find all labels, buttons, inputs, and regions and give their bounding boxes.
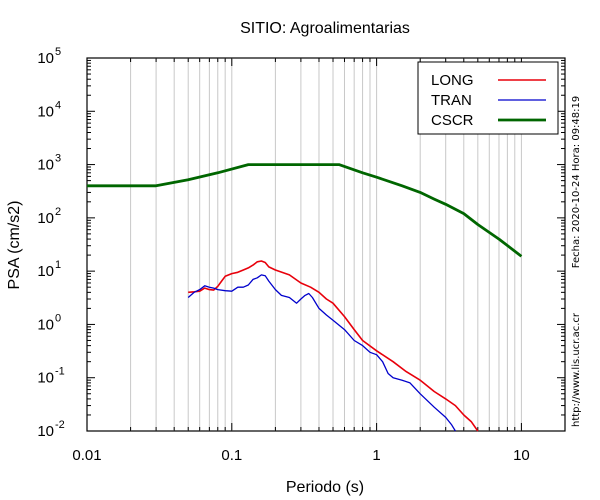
y-tick-exponent: 4: [55, 99, 61, 111]
y-tick-base: 10: [37, 316, 54, 333]
y-tick-base: 10: [37, 263, 54, 280]
chart-title: SITIO: Agroalimentarias: [240, 20, 410, 37]
y-tick-exponent: 2: [55, 206, 61, 218]
website-note: http://www.lis.ucr.ac.cr: [571, 312, 582, 427]
y-tick-base: 10: [37, 103, 54, 120]
legend-label-cscr: CSCR: [431, 112, 474, 129]
x-tick-label: 0.01: [72, 447, 101, 464]
y-tick-label: 10 2: [37, 206, 61, 227]
x-tick-label: 10: [513, 447, 530, 464]
legend-label-tran: TRAN: [431, 92, 472, 109]
y-tick-base: 10: [37, 157, 54, 174]
y-tick-exponent: -1: [55, 366, 65, 378]
y-tick-label: 10 1: [37, 259, 61, 280]
y-tick-base: 10: [37, 370, 54, 387]
y-axis-label: PSA (cm/s2): [6, 201, 23, 290]
series-tran-line: [187, 274, 456, 432]
plot-frame: [86, 57, 566, 432]
y-tick-exponent: 5: [55, 46, 61, 58]
y-tick-label: 10 0: [37, 312, 61, 333]
series-lines: [87, 163, 523, 432]
y-tick-label: 10 4: [37, 99, 61, 120]
y-tick-exponent: -2: [55, 419, 65, 431]
y-tick-base: 10: [37, 210, 54, 227]
y-tick-base: 10: [37, 423, 54, 440]
x-tick-label: 0.1: [221, 447, 242, 464]
x-tick-label: 1: [372, 447, 380, 464]
y-tick-exponent: 0: [55, 312, 61, 324]
y-tick-label: 10 5: [37, 46, 61, 67]
y-tick-exponent: 1: [55, 259, 61, 271]
y-tick-base: 10: [37, 50, 54, 67]
legend-label-long: LONG: [431, 72, 474, 89]
y-tick-exponent: 3: [55, 153, 61, 165]
series-cscr-line: [87, 163, 523, 258]
timestamp-note: Fecha: 2020-10-24 Hora: 09:48:19: [571, 96, 582, 269]
legend: LONG TRAN CSCR: [417, 61, 559, 135]
x-axis-label: Periodo (s): [286, 479, 364, 496]
series-long-line: [188, 260, 479, 432]
y-tick-label: 10 -1: [37, 366, 64, 387]
legend-box: [417, 61, 559, 135]
y-tick-label: 10 -2: [37, 419, 64, 440]
y-tick-label: 10 3: [37, 153, 61, 174]
